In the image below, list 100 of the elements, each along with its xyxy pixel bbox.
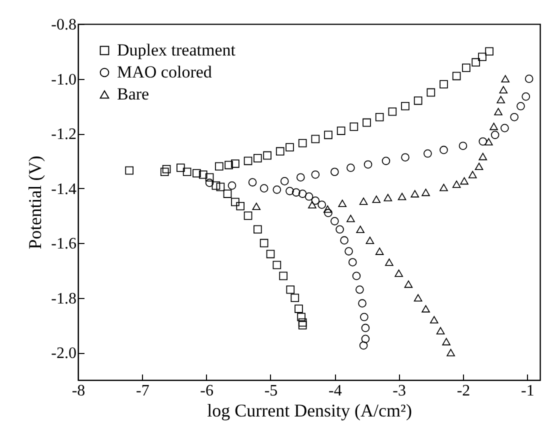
point: [324, 130, 332, 140]
point: [401, 153, 410, 162]
point: [490, 130, 500, 140]
point: [323, 205, 332, 213]
point: [297, 312, 306, 322]
point: [338, 200, 347, 208]
point: [430, 316, 438, 324]
point: [388, 107, 397, 116]
legend-label: Duplex treatment: [117, 40, 236, 60]
x-tick-label: -7: [136, 382, 150, 400]
point: [452, 72, 461, 80]
point: [176, 164, 185, 172]
point: [292, 188, 300, 197]
point: [474, 162, 484, 170]
point: [236, 202, 244, 210]
point: [384, 194, 392, 202]
point: [215, 162, 224, 171]
point: [125, 166, 134, 175]
point: [372, 196, 381, 203]
point: [401, 102, 410, 110]
point: [359, 198, 368, 205]
point: [424, 149, 432, 158]
x-tick-label: -5: [264, 382, 278, 400]
point: [340, 236, 348, 244]
point: [440, 80, 448, 88]
point: [216, 182, 225, 192]
point: [260, 238, 268, 248]
point: [490, 122, 498, 130]
y-tick-label: -0.8: [51, 16, 76, 34]
point: [263, 151, 272, 160]
point: [276, 147, 284, 156]
point: [356, 285, 364, 294]
point: [361, 324, 370, 332]
point: [348, 258, 357, 266]
point: [346, 214, 355, 222]
point: [478, 137, 488, 146]
point: [468, 170, 477, 178]
x-tick-label: -4: [328, 382, 342, 400]
point: [422, 188, 430, 196]
point: [182, 168, 192, 176]
y-tick-label: -2.0: [51, 345, 76, 362]
point: [414, 96, 422, 105]
point: [494, 108, 502, 116]
point: [231, 198, 240, 206]
point: [272, 186, 282, 194]
point: [298, 321, 307, 330]
point: [499, 86, 508, 94]
point: [522, 92, 530, 101]
point: [452, 180, 461, 188]
point: [336, 225, 344, 234]
point: [352, 272, 361, 280]
point: [311, 170, 320, 179]
point: [304, 192, 314, 201]
point: [205, 173, 214, 182]
point: [440, 184, 448, 192]
point: [501, 75, 510, 82]
point: [478, 152, 488, 160]
point: [298, 190, 307, 198]
point: [223, 190, 232, 198]
point: [212, 181, 220, 190]
point: [330, 168, 339, 176]
point: [446, 348, 455, 356]
point: [385, 258, 394, 266]
y-tick-label: -1.4: [51, 180, 76, 198]
x-tick-label: -1: [521, 382, 534, 400]
point: [350, 122, 358, 131]
point: [394, 270, 403, 277]
point: [375, 248, 384, 255]
point: [272, 260, 282, 270]
point: [361, 334, 370, 344]
point: [500, 124, 509, 132]
point: [244, 212, 252, 220]
point: [266, 250, 275, 258]
point: [422, 305, 430, 312]
point: [366, 236, 374, 244]
point: [440, 146, 448, 154]
point: [294, 304, 303, 313]
point: [346, 164, 355, 172]
point: [254, 225, 262, 234]
legend-label: Bare: [117, 84, 150, 104]
point: [410, 190, 420, 198]
point: [318, 200, 326, 209]
y-axis-title: Potential (V): [25, 156, 46, 250]
point: [436, 327, 445, 334]
point: [311, 196, 320, 205]
point: [398, 192, 406, 200]
point: [260, 184, 268, 192]
point: [364, 160, 372, 169]
point: [478, 52, 486, 62]
y-tick-label: -1.8: [51, 290, 76, 308]
point: [244, 156, 252, 166]
point: [162, 164, 171, 174]
point: [360, 312, 368, 322]
point: [472, 58, 480, 66]
point: [308, 201, 316, 208]
point: [198, 170, 208, 179]
y-tick-label: -1.6: [51, 236, 76, 253]
point: [205, 178, 214, 187]
point: [375, 112, 384, 122]
x-tick-label: -2: [456, 382, 470, 400]
